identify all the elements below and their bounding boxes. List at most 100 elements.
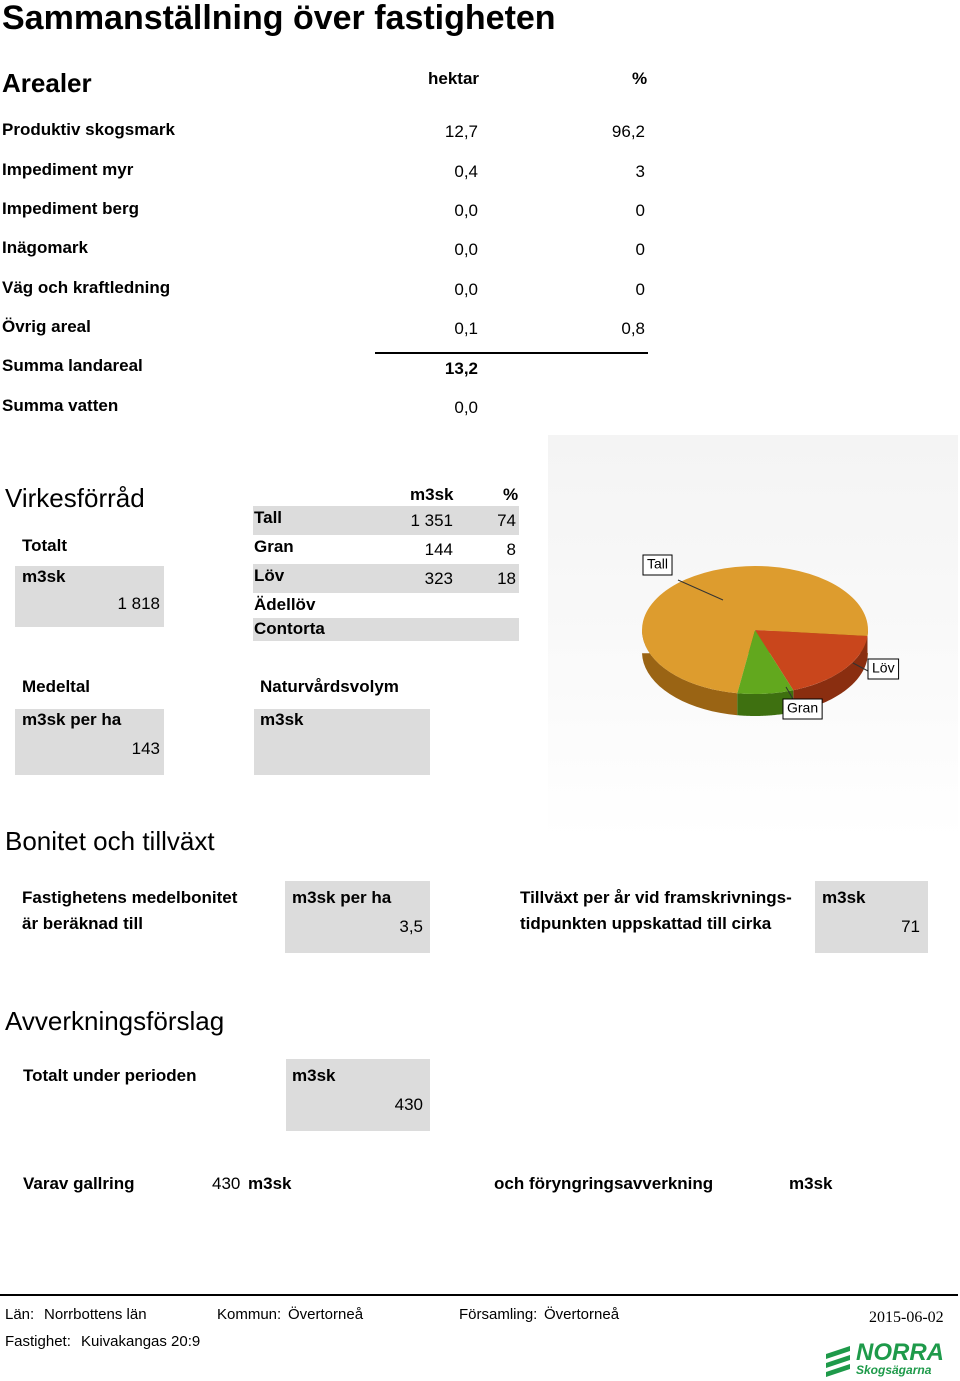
box [15, 566, 164, 627]
row-bg [253, 506, 519, 535]
value: 0,8 [621, 319, 645, 338]
logo-text: NORRA [856, 1339, 944, 1366]
leader-line [677, 579, 724, 601]
unit: m3sk [248, 1174, 292, 1193]
pie-side [737, 690, 794, 716]
unit: m3sk [822, 888, 866, 907]
col-header: % [632, 69, 648, 88]
pie-label-box [867, 658, 900, 680]
species-name: Contorta [254, 619, 325, 638]
col-header: m3sk [410, 485, 454, 504]
value: 0,1 [454, 319, 478, 338]
pie-slice [642, 566, 868, 694]
label: Impediment myr [2, 160, 134, 179]
label: Produktiv skogsmark [2, 120, 175, 139]
label: tidpunkten uppskattad till cirka [520, 914, 772, 933]
value: 143 [131, 739, 160, 758]
box [285, 881, 430, 953]
label: Övrig areal [2, 317, 91, 336]
logo-text: Skogsägarna [856, 1363, 932, 1377]
label: är beräknad till [22, 914, 143, 933]
heading: Arealer [2, 68, 92, 98]
pie-chart: Tall Gran Löv [642, 554, 900, 720]
pie-slice [755, 630, 868, 691]
value: 0 [635, 201, 645, 220]
label: Medeltal [22, 677, 91, 696]
label: Län: [5, 1306, 35, 1323]
pie-label: Löv [872, 660, 895, 676]
value: 0,0 [454, 280, 478, 299]
pie-label: Tall [647, 556, 668, 572]
value: 96,2 [611, 122, 645, 141]
title: Sammanställning över fastigheten [2, 0, 556, 37]
label: Väg och kraftledning [2, 278, 171, 297]
box [15, 709, 164, 775]
value: 0 [635, 280, 645, 299]
value: 3 [635, 162, 645, 181]
pie-label-box [642, 554, 673, 576]
value: 8 [506, 540, 516, 559]
unit: m3sk per ha [292, 888, 392, 907]
logo-icon [826, 1346, 850, 1377]
box [286, 1059, 430, 1131]
value: 0,0 [454, 201, 478, 220]
label: och föryngringsavverkning [494, 1174, 714, 1193]
label: Fastighetens medelbonitet [22, 888, 238, 907]
label: Varav gallring [23, 1174, 135, 1193]
date: 2015-06-02 [869, 1309, 944, 1326]
value: 323 [424, 569, 453, 588]
unit: m3sk [292, 1066, 336, 1085]
value: 74 [497, 511, 516, 530]
value: 1 818 [117, 594, 160, 613]
value: Norrbottens län [44, 1306, 147, 1323]
label: Kommun: [217, 1306, 282, 1323]
leader-line [852, 662, 869, 672]
heading: Virkesförråd [5, 483, 145, 513]
sum-line [375, 352, 648, 354]
value: 430 [394, 1095, 423, 1114]
value: 0,0 [454, 240, 478, 259]
row-bg [253, 564, 519, 593]
value: 144 [424, 540, 453, 559]
value: Kuivakangas 20:9 [81, 1333, 201, 1350]
unit: m3sk [789, 1174, 833, 1193]
unit: m3sk [260, 710, 304, 729]
species-name: Löv [254, 566, 285, 585]
pie-label: Gran [787, 700, 818, 716]
box [815, 881, 928, 953]
box [254, 709, 430, 775]
label: Naturvårdsvolym [260, 677, 399, 696]
value: Övertorneå [544, 1306, 620, 1323]
label: Totalt under perioden [23, 1066, 197, 1085]
col-header: hektar [428, 69, 480, 88]
value: 430 [212, 1174, 241, 1193]
label: Inägomark [2, 238, 88, 257]
col-header: % [503, 485, 519, 504]
value: 18 [497, 569, 516, 588]
species-name: Tall [254, 508, 283, 527]
footer-line [0, 1294, 958, 1296]
leader-line [785, 686, 794, 700]
pie-slice [737, 630, 794, 694]
label: Summa vatten [2, 396, 119, 415]
species-name: Gran [254, 537, 294, 556]
value: 0,0 [454, 398, 478, 417]
value: 0 [635, 240, 645, 259]
value: Övertorneå [288, 1306, 364, 1323]
unit: m3sk per ha [22, 710, 122, 729]
row-bg [253, 618, 519, 641]
unit: m3sk [22, 567, 66, 586]
value: 3,5 [399, 917, 423, 936]
value: 71 [901, 917, 920, 936]
heading: Avverkningsförslag [5, 1006, 225, 1036]
label: Tillväxt per år vid framskrivnings- [520, 888, 792, 907]
species-name: Ädellöv [254, 595, 316, 614]
value: 0,4 [454, 162, 478, 181]
pie-side [793, 636, 868, 713]
heading: Bonitet och tillväxt [5, 826, 215, 856]
label: Fastighet: [5, 1333, 71, 1350]
label: Totalt [22, 536, 68, 555]
value: 13,2 [444, 359, 478, 378]
label: Impediment berg [2, 199, 139, 218]
